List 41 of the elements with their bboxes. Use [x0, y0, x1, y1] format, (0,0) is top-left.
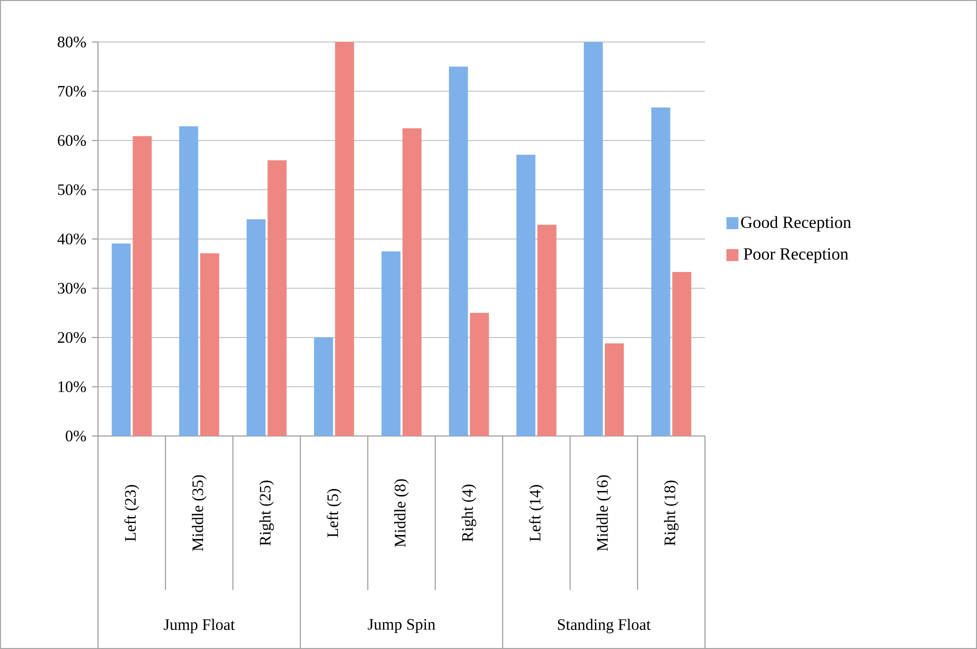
bar [651, 108, 670, 436]
y-tick-label: 10% [58, 381, 86, 392]
bar [246, 219, 266, 436]
bar [132, 136, 152, 436]
x-tick-label: Middle (16) [596, 475, 612, 551]
text: Standing Float [558, 618, 651, 634]
text: Jump Spin [368, 619, 436, 634]
bar [112, 243, 131, 436]
bar [200, 253, 220, 436]
legend-label: Poor Reception [744, 248, 848, 264]
x-tick-label: Middle (35) [192, 475, 206, 551]
bar [584, 42, 603, 436]
x-tick-label: Left (23) [124, 485, 140, 542]
bar [335, 42, 354, 436]
y-tick-label: 0% [66, 430, 86, 442]
x-tick-label: Left (5) [326, 489, 342, 538]
x-tick-label: Right (18) [664, 480, 679, 546]
y-tick-label: 80% [58, 36, 86, 48]
text: Jump Float [164, 618, 235, 634]
y-tick-label: 50% [58, 184, 86, 196]
y-tick-label: 70% [58, 86, 86, 97]
legend-label: Good Reception [741, 216, 852, 232]
y-tick-label: 40% [57, 234, 86, 244]
bar [179, 126, 198, 436]
bar [382, 251, 400, 436]
bar [402, 128, 422, 436]
bar [672, 272, 692, 436]
bar [448, 66, 468, 436]
bar [470, 312, 489, 436]
y-tick-label: 20% [58, 332, 86, 343]
x-tick-label: Right (25) [259, 480, 274, 546]
bar [268, 160, 287, 436]
y-tick-label: 60% [58, 135, 86, 146]
x-tick-label: Left (14) [529, 485, 544, 542]
bar [516, 154, 536, 436]
y-tick-label: 30% [58, 282, 86, 294]
x-tick-label: Middle (8) [394, 479, 409, 547]
x-tick-label: Right (4) [462, 484, 476, 542]
bar [537, 224, 556, 436]
bar [604, 343, 624, 436]
bar [314, 338, 334, 436]
